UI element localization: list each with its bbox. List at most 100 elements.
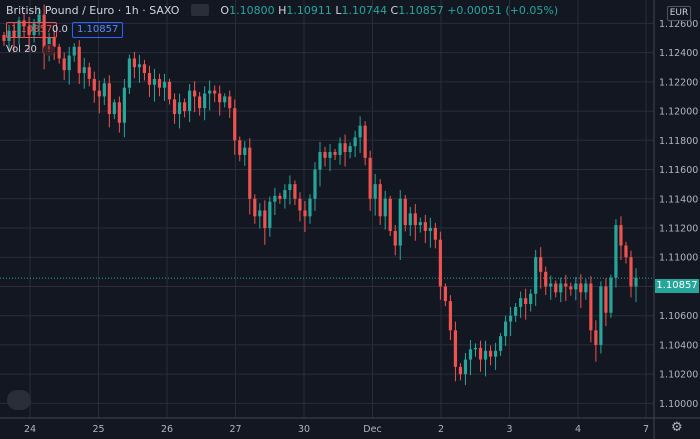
candle-body: [142, 64, 147, 74]
candle-body: [288, 184, 292, 190]
candle: [87, 62, 91, 87]
candle: [488, 345, 493, 366]
candle-body: [498, 336, 503, 351]
candle-body: [393, 230, 397, 246]
candle: [594, 320, 598, 362]
candle: [22, 13, 26, 38]
candle-body: [438, 239, 442, 287]
candle: [589, 276, 593, 343]
warning-icon[interactable]: !: [42, 44, 55, 56]
candle: [609, 274, 613, 318]
settings-gear-icon[interactable]: ⚙: [671, 420, 683, 435]
candle: [97, 80, 101, 114]
candle: [132, 51, 137, 79]
candle: [584, 279, 588, 300]
price-change: +0.00051 (+0.05%): [447, 4, 559, 17]
candle-body: [378, 184, 382, 217]
candle-body: [524, 298, 528, 304]
price-axis[interactable]: 1.12800 1.12600 1.12400 1.12200 1.12000 1.118…: [659, 0, 698, 410]
candle-body: [313, 169, 317, 199]
candle: [318, 141, 322, 187]
candle-body: [589, 283, 593, 331]
candle-body: [549, 283, 553, 287]
ohlc-values: O1.10800 H1.10911 L1.10744 C1.10857 +0.0…: [220, 4, 559, 17]
candle-body: [559, 283, 563, 293]
candle: [534, 249, 538, 306]
y-tick-label: 1.11600: [659, 165, 698, 176]
currency-label[interactable]: EUR: [667, 6, 691, 21]
candle: [253, 194, 257, 224]
y-tick-label: 1.10600: [659, 311, 698, 322]
candle: [218, 85, 222, 116]
candle-body: [368, 157, 372, 199]
candle: [117, 96, 121, 133]
candle-body: [323, 152, 327, 158]
candle-body: [503, 321, 508, 337]
candle-body: [218, 93, 222, 103]
time-axis[interactable]: 24 25 26 27 30 Dec 2 3 4 7: [24, 424, 649, 435]
y-tick-label: 1.11400: [659, 194, 698, 205]
candle: [624, 241, 628, 264]
candle-body: [12, 30, 16, 38]
candle: [283, 184, 287, 209]
candle-body: [318, 152, 322, 170]
y-tick-label: 1.11800: [659, 136, 698, 147]
candle-body: [187, 90, 192, 112]
candle-body: [514, 306, 518, 316]
x-tick-label: 27: [229, 424, 241, 435]
current-price-label: 1.10857: [655, 279, 699, 293]
candle-body: [478, 347, 483, 360]
sell-button[interactable]: 1.10857: [6, 22, 58, 38]
candle: [458, 363, 463, 381]
candle-body: [2, 35, 6, 41]
symbol-title[interactable]: British Pound / Euro · 1h · SAXO: [6, 4, 180, 17]
candle: [418, 217, 422, 233]
x-tick-label: Dec: [363, 424, 381, 435]
candle-body: [488, 350, 493, 357]
candle: [443, 283, 447, 307]
candle: [368, 150, 372, 211]
candle-body: [263, 210, 267, 228]
candle-body: [92, 78, 96, 91]
candle-body: [283, 190, 287, 199]
y-tick-label: 1.10400: [659, 340, 698, 351]
visibility-icon[interactable]: [190, 4, 209, 16]
candle: [363, 121, 367, 166]
candle-body: [519, 298, 523, 307]
candle: [122, 79, 126, 138]
candle-body: [42, 14, 46, 53]
candle-body: [539, 257, 543, 272]
candle: [152, 68, 157, 102]
candle-body: [584, 283, 588, 293]
y-tick-label: 1.11200: [659, 224, 698, 235]
volume-indicator[interactable]: Vol 20!: [6, 44, 55, 56]
candle-body: [614, 225, 618, 278]
candle: [378, 178, 382, 225]
x-tick-label: 4: [575, 424, 581, 435]
candle-body: [132, 58, 137, 68]
candle-body: [273, 195, 277, 202]
candle: [308, 194, 312, 224]
candle-body: [233, 108, 237, 141]
candle-body: [448, 301, 453, 331]
candle: [343, 134, 347, 167]
candle: [198, 91, 202, 116]
candle-body: [228, 96, 232, 109]
candle: [293, 180, 297, 206]
candle: [438, 231, 442, 300]
tradingview-logo-icon[interactable]: [7, 390, 31, 410]
candle: [574, 276, 578, 301]
candle: [213, 85, 217, 103]
candle-body: [453, 330, 458, 367]
candle: [544, 266, 548, 296]
x-tick-label: 2: [438, 424, 444, 435]
candle: [383, 190, 387, 230]
candle: [413, 204, 417, 241]
candle: [524, 288, 528, 320]
candle: [298, 192, 302, 222]
candle-body: [308, 198, 312, 217]
candle-body: [493, 350, 498, 357]
buy-button[interactable]: 1.10857: [72, 22, 124, 38]
candle-body: [574, 283, 578, 290]
